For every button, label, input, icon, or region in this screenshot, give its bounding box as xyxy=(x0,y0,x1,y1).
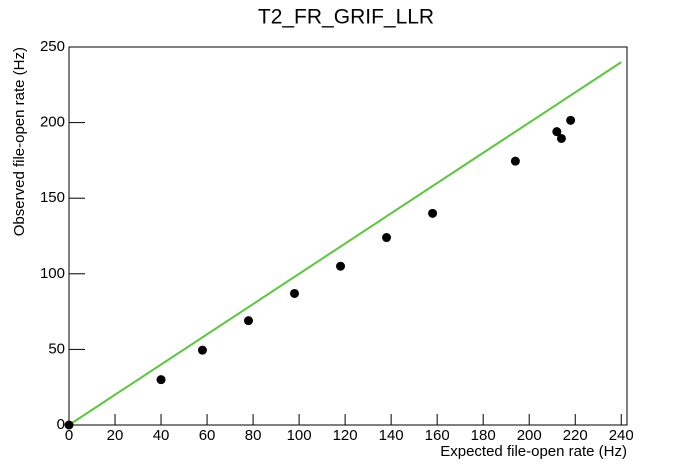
point xyxy=(556,133,566,143)
y-tick-label: 150 xyxy=(40,189,65,206)
y-tick-label: 250 xyxy=(40,38,65,55)
point xyxy=(156,375,166,385)
x-tick-label: 0 xyxy=(65,427,73,444)
plot-frame xyxy=(68,46,628,426)
point xyxy=(336,261,346,271)
point xyxy=(197,345,207,355)
x-tick-label: 180 xyxy=(471,427,496,444)
x-tick-label: 80 xyxy=(245,427,262,444)
point xyxy=(64,420,74,430)
y-tick-label: 200 xyxy=(40,114,65,131)
x-tick-label: 140 xyxy=(379,427,404,444)
x-axis-label: Expected file-open rate (Hz) xyxy=(440,443,627,460)
point xyxy=(552,127,562,137)
y-axis-label: Observed file-open rate (Hz) xyxy=(11,47,28,236)
x-tick-label: 160 xyxy=(425,427,450,444)
x-tick-label: 120 xyxy=(333,427,358,444)
point xyxy=(382,233,392,243)
x-tick-label: 220 xyxy=(563,427,588,444)
chart-title: T2_FR_GRIF_LLR xyxy=(258,6,434,29)
x-tick-label: 100 xyxy=(287,427,312,444)
x-tick-label: 200 xyxy=(517,427,542,444)
x-tick-label: 40 xyxy=(153,427,170,444)
reference-line xyxy=(68,61,622,426)
point xyxy=(243,316,253,326)
y-tick-label: 0 xyxy=(57,416,65,433)
point xyxy=(510,156,520,166)
x-tick-label: 60 xyxy=(199,427,216,444)
point xyxy=(566,115,576,125)
x-tick-label: 240 xyxy=(609,427,634,444)
point xyxy=(290,288,300,298)
point xyxy=(428,208,438,218)
y-tick-label: 50 xyxy=(48,340,65,357)
y-tick-label: 100 xyxy=(40,265,65,282)
x-tick-label: 20 xyxy=(107,427,124,444)
